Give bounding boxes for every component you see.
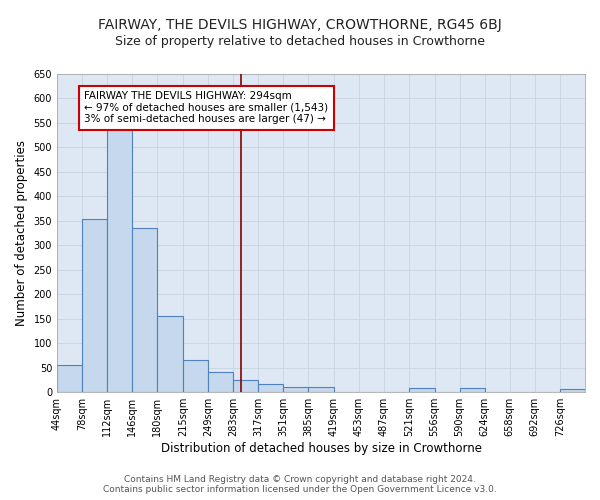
- Y-axis label: Number of detached properties: Number of detached properties: [15, 140, 28, 326]
- Bar: [183, 360, 208, 392]
- Bar: [157, 316, 183, 392]
- Bar: [132, 228, 157, 392]
- Bar: [283, 388, 308, 392]
- Bar: [107, 130, 132, 392]
- X-axis label: Distribution of detached houses by size in Crowthorne: Distribution of detached houses by size …: [161, 442, 482, 455]
- Text: Size of property relative to detached houses in Crowthorne: Size of property relative to detached ho…: [115, 35, 485, 48]
- Bar: [409, 388, 434, 392]
- Text: Contains public sector information licensed under the Open Government Licence v3: Contains public sector information licen…: [103, 485, 497, 494]
- Bar: [560, 390, 585, 392]
- Bar: [308, 388, 334, 392]
- Bar: [460, 388, 485, 392]
- Text: FAIRWAY, THE DEVILS HIGHWAY, CROWTHORNE, RG45 6BJ: FAIRWAY, THE DEVILS HIGHWAY, CROWTHORNE,…: [98, 18, 502, 32]
- Bar: [233, 380, 259, 392]
- Bar: [57, 366, 82, 392]
- Text: Contains HM Land Registry data © Crown copyright and database right 2024.: Contains HM Land Registry data © Crown c…: [124, 475, 476, 484]
- Bar: [208, 372, 233, 392]
- Text: FAIRWAY THE DEVILS HIGHWAY: 294sqm
← 97% of detached houses are smaller (1,543)
: FAIRWAY THE DEVILS HIGHWAY: 294sqm ← 97%…: [85, 91, 328, 124]
- Bar: [82, 220, 107, 392]
- Bar: [259, 384, 283, 392]
